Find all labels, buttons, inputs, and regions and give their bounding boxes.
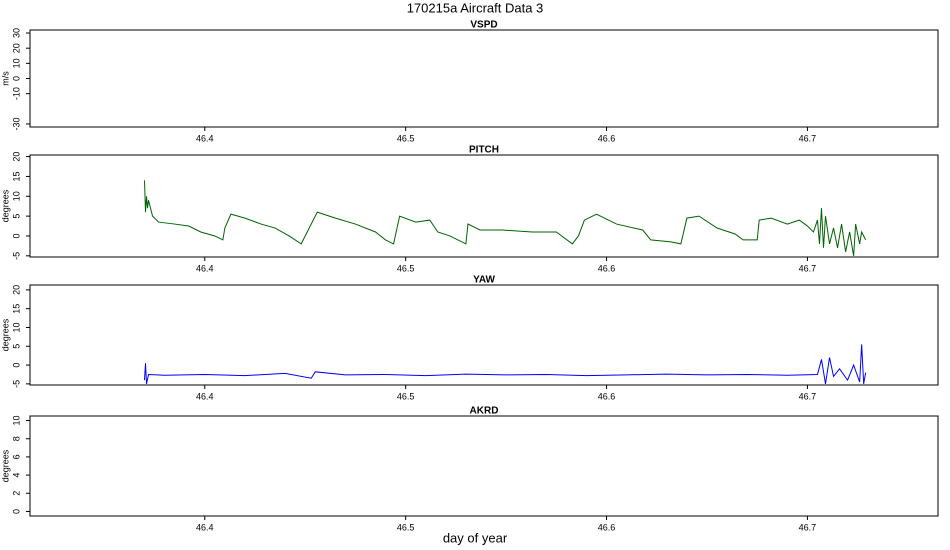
y-tick-label: 0 xyxy=(11,509,21,514)
y-tick-label: 10 xyxy=(11,416,21,426)
x-tick-label: 46.5 xyxy=(397,522,415,532)
data-line xyxy=(144,180,867,256)
x-tick-label: 46.5 xyxy=(397,133,415,143)
y-tick-label: 0 xyxy=(11,363,21,368)
x-tick-label: 46.7 xyxy=(799,133,817,143)
y-tick-label: 0 xyxy=(11,233,21,238)
x-tick-label: 46.6 xyxy=(598,522,616,532)
data-line xyxy=(144,344,867,384)
y-tick-label: 20 xyxy=(11,285,21,295)
y-tick-label: 5 xyxy=(11,344,21,349)
x-axis-title: day of year xyxy=(443,530,508,545)
y-tick-label: -30 xyxy=(11,117,21,130)
y-tick-label: 20 xyxy=(11,152,21,162)
x-tick-label: 46.7 xyxy=(799,263,817,273)
x-tick-label: 46.4 xyxy=(196,133,214,143)
x-tick-label: 46.5 xyxy=(397,263,415,273)
panel-title: PITCH xyxy=(469,145,499,156)
y-tick-label: 6 xyxy=(11,454,21,459)
panel-title: YAW xyxy=(473,275,495,286)
y-tick-label: -10 xyxy=(11,87,21,100)
x-tick-label: 46.7 xyxy=(799,391,817,401)
y-tick-label: 8 xyxy=(11,436,21,441)
x-tick-label: 46.5 xyxy=(397,391,415,401)
y-tick-label: 20 xyxy=(11,43,21,53)
x-tick-label: 46.6 xyxy=(598,133,616,143)
y-tick-label: -5 xyxy=(11,252,21,260)
y-tick-label: 10 xyxy=(11,58,21,68)
x-tick-label: 46.4 xyxy=(196,391,214,401)
y-tick-label: 4 xyxy=(11,473,21,478)
x-tick-label: 46.6 xyxy=(598,391,616,401)
x-tick-label: 46.7 xyxy=(799,522,817,532)
plot-frame xyxy=(29,154,939,258)
y-tick-label: 5 xyxy=(11,214,21,219)
y-tick-label: 0 xyxy=(11,76,21,81)
panel-title: VSPD xyxy=(470,20,497,31)
y-tick-label: 15 xyxy=(11,171,21,181)
y-tick-label: 15 xyxy=(11,304,21,314)
plot-frame xyxy=(29,284,939,386)
y-tick-label: 10 xyxy=(11,322,21,332)
x-tick-label: 46.4 xyxy=(196,263,214,273)
y-tick-label: 10 xyxy=(11,191,21,201)
y-axis-title: degrees xyxy=(0,449,10,482)
y-tick-label: 30 xyxy=(11,28,21,38)
y-axis-title: degrees xyxy=(0,189,10,222)
panel-title: AKRD xyxy=(470,406,499,417)
y-tick-label: 2 xyxy=(11,491,21,496)
y-tick-label: -5 xyxy=(11,380,21,388)
plot-frame xyxy=(29,29,939,128)
x-tick-label: 46.4 xyxy=(196,522,214,532)
y-axis-title: degrees xyxy=(0,318,10,351)
page-title: 170215a Aircraft Data 3 xyxy=(407,0,544,15)
plot-frame xyxy=(29,415,939,517)
x-tick-label: 46.6 xyxy=(598,263,616,273)
y-axis-title: m/s xyxy=(0,71,10,86)
